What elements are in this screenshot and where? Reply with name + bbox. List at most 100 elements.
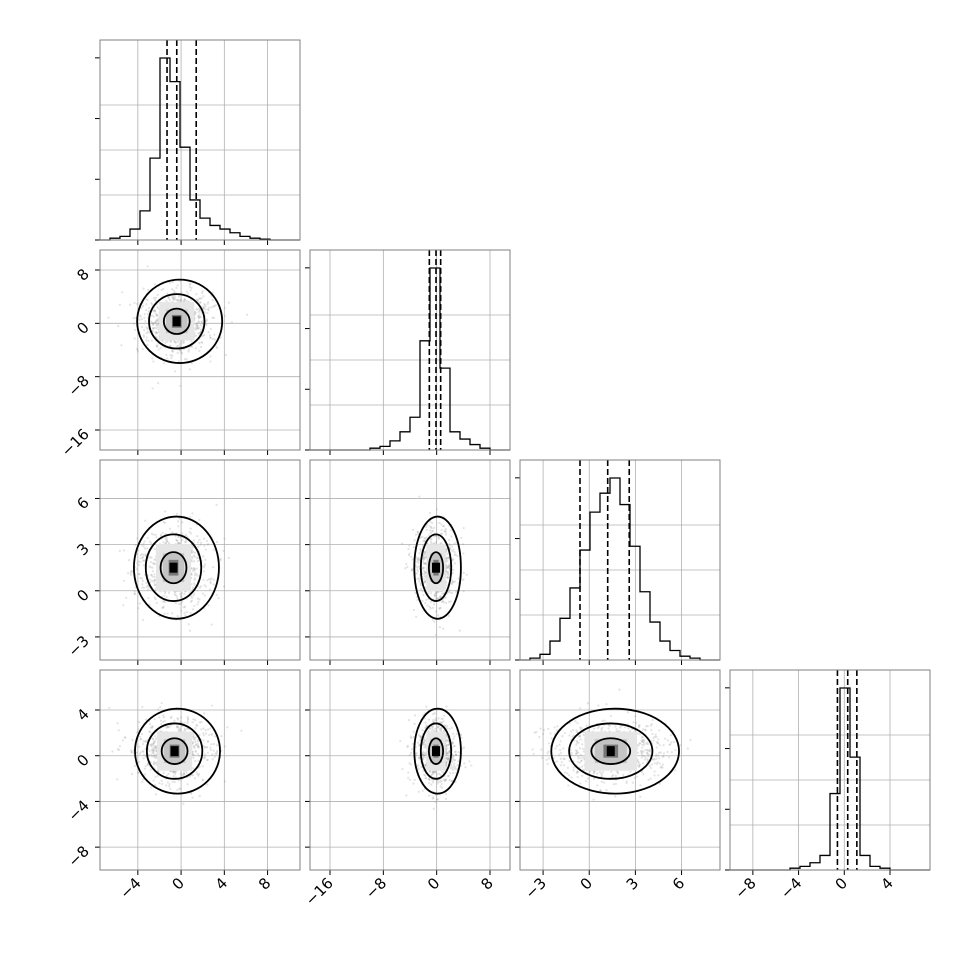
scatter-point [421, 751, 424, 755]
scatter-point [444, 778, 447, 781]
scatter-point [201, 291, 204, 295]
scatter-point [434, 727, 437, 731]
scatter-point [656, 742, 659, 745]
scatter-point [614, 795, 617, 798]
scatter-point [432, 807, 435, 810]
scatter-point [155, 321, 158, 324]
scatter-point [453, 745, 456, 748]
scatter-point [202, 306, 206, 309]
scatter-point [122, 549, 126, 552]
scatter-point [196, 327, 199, 330]
scatter-point [421, 590, 424, 593]
scatter-point [633, 776, 636, 780]
scatter-point [619, 724, 622, 728]
scatter-point [408, 753, 411, 757]
scatter-point [179, 720, 182, 723]
scatter-point [162, 720, 165, 724]
scatter-point [198, 307, 201, 310]
scatter-point [128, 303, 131, 306]
scatter-point [532, 752, 535, 755]
scatter-point [147, 288, 150, 292]
scatter-point [641, 754, 644, 757]
scatter-point [615, 728, 618, 731]
scatter-point [152, 533, 155, 536]
scatter-point [176, 351, 179, 354]
scatter-point [407, 719, 410, 722]
scatter-point [156, 305, 159, 309]
scatter-point [179, 772, 182, 775]
scatter-point [141, 780, 144, 784]
scatter-point [453, 580, 456, 583]
scatter-point [187, 350, 190, 353]
scatter-point [425, 525, 428, 528]
scatter-point [642, 743, 646, 746]
scatter-point [427, 777, 430, 780]
scatter-point [194, 551, 197, 555]
scatter-point [150, 753, 153, 756]
scatter-point [655, 757, 658, 761]
scatter-point [175, 538, 178, 541]
scatter-point [641, 739, 644, 742]
scatter-point [156, 774, 159, 777]
scatter-point [445, 763, 448, 766]
scatter-point [195, 743, 198, 746]
scatter-point [180, 602, 183, 605]
scatter-point [642, 755, 646, 758]
scatter-point [145, 581, 148, 585]
scatter-point [400, 542, 404, 545]
scatter-point [423, 562, 426, 565]
density-peak [172, 316, 181, 327]
scatter-point [155, 755, 158, 758]
scatter-point [600, 727, 603, 730]
scatter-point [148, 540, 151, 543]
scatter-point [152, 762, 156, 765]
scatter-point [447, 566, 451, 569]
scatter-point [433, 770, 437, 773]
scatter-point [108, 706, 111, 709]
scatter-point [409, 735, 412, 738]
scatter-point [555, 745, 559, 748]
scatter-point [447, 614, 450, 617]
scatter-point [568, 734, 571, 737]
scatter-point [202, 779, 205, 782]
scatter-point [197, 759, 200, 762]
scatter-point [195, 293, 198, 296]
scatter-point [419, 735, 422, 738]
scatter-point [190, 548, 193, 551]
scatter-point [201, 322, 204, 325]
scatter-point [447, 743, 450, 746]
scatter-point [446, 756, 450, 759]
scatter-point [163, 716, 166, 719]
scatter-point [212, 316, 216, 319]
scatter-point [646, 755, 650, 758]
scatter-point [444, 792, 448, 796]
contour-2 [159, 551, 188, 585]
grid-2-0 [100, 460, 300, 660]
scatter-point [580, 759, 583, 763]
scatter-point [154, 331, 158, 334]
scatter-point [116, 722, 119, 725]
scatter-point [563, 731, 566, 735]
scatter-point [435, 798, 438, 801]
scatter-point [149, 768, 152, 771]
scatter-point [422, 566, 425, 569]
scatter-point [186, 715, 189, 718]
scatter-point [432, 720, 435, 723]
scatter-point [176, 299, 179, 302]
scatter-point [416, 566, 419, 569]
scatter-point [209, 327, 213, 330]
scatter-point [196, 740, 200, 743]
scatter-point [419, 736, 423, 739]
scatter-point [154, 309, 157, 313]
scatter-point [196, 298, 199, 302]
scatter-point [164, 341, 167, 344]
scatter-point [576, 770, 579, 773]
scatter-point [169, 340, 172, 343]
scatter-point [169, 716, 172, 720]
scatter-point [547, 727, 550, 731]
scatter-point [644, 748, 647, 752]
scatter-point [439, 542, 442, 545]
scatter-point [558, 753, 561, 756]
scatter-point [575, 739, 579, 743]
density-peak [432, 746, 440, 757]
